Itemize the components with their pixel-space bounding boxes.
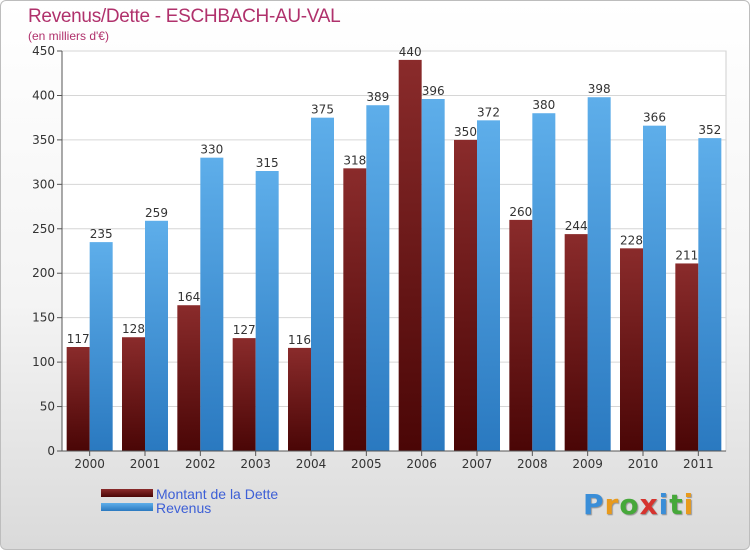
y-tick-label-150: 150 — [32, 311, 55, 325]
data-label-dette-2000: 117 — [67, 332, 90, 346]
bar-revenus-2007 — [477, 120, 500, 451]
x-tick-label-2008: 2008 — [517, 457, 548, 471]
y-tick-label-250: 250 — [32, 222, 55, 236]
data-label-revenus-2000: 235 — [90, 227, 113, 241]
bar-dette-2005 — [343, 168, 367, 452]
bar-revenus-2009 — [587, 97, 611, 451]
data-label-dette-2010: 228 — [620, 233, 643, 247]
x-tick-label-2002: 2002 — [185, 457, 216, 471]
bar-dette-2008 — [509, 219, 533, 451]
logo-letter-2: o — [619, 488, 640, 521]
y-tick-label-350: 350 — [32, 133, 55, 147]
plot-area — [61, 50, 727, 452]
x-tick-label-2004: 2004 — [296, 457, 327, 471]
x-tick-label-2009: 2009 — [572, 457, 603, 471]
legend-label-revenus: Revenus — [156, 500, 212, 516]
bar-dette-2002 — [177, 305, 201, 451]
data-label-revenus-2003: 315 — [256, 156, 279, 170]
data-label-dette-2011: 211 — [675, 248, 698, 262]
y-tick-label-400: 400 — [32, 88, 55, 102]
data-label-revenus-2010: 366 — [643, 111, 666, 125]
data-label-dette-2005: 318 — [343, 153, 366, 167]
bar-dette-2011 — [675, 263, 699, 451]
bar-dette-2000 — [66, 347, 90, 451]
legend-label-debt: Montant de la Dette — [156, 486, 279, 502]
data-label-revenus-2009: 398 — [588, 82, 611, 96]
chart-title: Revenus/Dette - ESCHBACH-AU-VAL — [28, 6, 341, 27]
logo-letter-6: i — [683, 488, 695, 521]
logo-letter-3: x — [639, 488, 659, 521]
data-labels: 117 235 128 259 164 330 127 315 116 375 318 389 440 3… — [67, 45, 722, 347]
data-label-dette-2007: 350 — [454, 125, 477, 139]
bars — [66, 59, 722, 452]
chart-subtitle: (en milliers d'€) — [28, 29, 109, 43]
legend-swatch-debt — [101, 489, 153, 498]
bar-revenus-2005 — [366, 105, 390, 451]
bar-revenus-2001 — [145, 220, 168, 451]
grid-lines — [62, 50, 726, 408]
legend-item-debt: Montant de la Dette — [101, 487, 278, 501]
bar-dette-2010 — [620, 248, 643, 451]
logo-letter-1: r — [604, 488, 620, 521]
data-label-revenus-2011: 352 — [698, 123, 721, 137]
data-label-revenus-2004: 375 — [311, 103, 334, 117]
x-tick-label-2011: 2011 — [683, 457, 714, 471]
data-label-dette-2009: 244 — [565, 219, 588, 233]
data-label-dette-2002: 164 — [177, 290, 200, 304]
x-tick-label-2005: 2005 — [351, 457, 382, 471]
proxiti-logo: Proxiti — [583, 488, 694, 521]
data-label-revenus-2005: 389 — [366, 90, 389, 104]
bar-revenus-2000 — [89, 242, 113, 451]
data-label-revenus-2008: 380 — [532, 98, 555, 112]
y-tick-label-50: 50 — [40, 400, 55, 414]
bar-dette-2007 — [454, 139, 477, 451]
legend-swatch-revenus — [101, 503, 153, 512]
x-tick-label-2006: 2006 — [406, 457, 437, 471]
x-tick-label-2003: 2003 — [240, 457, 271, 471]
x-tick-label-2001: 2001 — [130, 457, 161, 471]
legend: Montant de la Dette Revenus — [101, 487, 278, 515]
data-label-revenus-2006: 396 — [422, 84, 445, 98]
data-label-dette-2003: 127 — [233, 323, 256, 337]
y-tick-label-0: 0 — [47, 444, 55, 458]
logo-letter-4: i — [658, 488, 670, 521]
y-tick-label-300: 300 — [32, 177, 55, 191]
bar-dette-2009 — [564, 234, 588, 451]
bar-dette-2001 — [122, 337, 145, 451]
bar-revenus-2002 — [200, 157, 224, 451]
y-tick-label-200: 200 — [32, 266, 55, 280]
y-tick-label-450: 450 — [32, 44, 55, 58]
y-tick-label-100: 100 — [32, 355, 55, 369]
x-tick-label-2010: 2010 — [628, 457, 659, 471]
data-label-revenus-2001: 259 — [145, 206, 168, 220]
logo-letter-5: t — [669, 488, 684, 521]
data-label-revenus-2007: 372 — [477, 105, 500, 119]
logo-letter-0: P — [583, 488, 605, 521]
data-label-dette-2008: 260 — [509, 205, 532, 219]
data-label-dette-2001: 128 — [122, 322, 145, 336]
bar-revenus-2010 — [643, 125, 666, 452]
bar-revenus-2006 — [421, 99, 445, 451]
bar-dette-2004 — [288, 347, 311, 451]
data-label-dette-2004: 116 — [288, 333, 311, 347]
bar-dette-2006 — [398, 59, 422, 452]
bar-revenus-2004 — [311, 117, 334, 452]
x-axis-ticks: 2000 2001 2002 2003 2004 2005 2006 2007 2008 2009… — [74, 451, 714, 471]
bar-revenus-2008 — [532, 113, 556, 451]
bar-revenus-2003 — [255, 171, 279, 451]
x-tick-label-2007: 2007 — [462, 457, 493, 471]
bar-dette-2003 — [232, 338, 256, 451]
y-axis-ticks: 0 50 100 150 200 250 300 350 400 450 — [32, 44, 62, 458]
x-tick-label-2000: 2000 — [74, 457, 105, 471]
data-label-dette-2006: 440 — [399, 45, 422, 59]
bar-revenus-2011 — [698, 138, 722, 451]
legend-item-revenus: Revenus — [101, 501, 278, 515]
data-label-revenus-2002: 330 — [200, 143, 223, 157]
